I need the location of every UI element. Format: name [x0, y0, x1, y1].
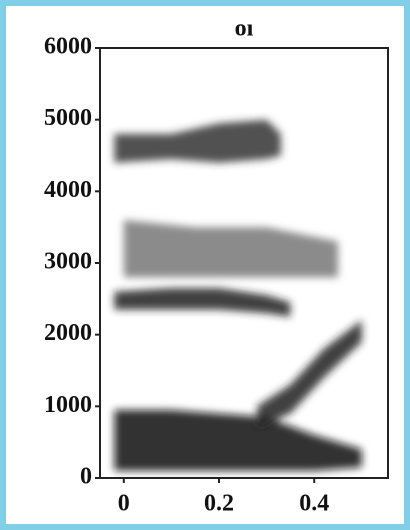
- energy-bands: [114, 119, 362, 471]
- x-tick-label: 0.2: [204, 491, 234, 517]
- x-tick-label: 0.4: [299, 491, 329, 517]
- y-tick-label: 0: [80, 464, 92, 490]
- energy-band: [114, 288, 291, 317]
- y-tick-label: 2000: [44, 320, 92, 346]
- energy-band: [257, 320, 362, 428]
- energy-band: [114, 119, 281, 163]
- x-tick-label: 0: [118, 491, 130, 517]
- y-tick-label: 4000: [44, 177, 92, 203]
- y-tick-label: 6000: [44, 34, 92, 60]
- y-tick-label: 3000: [44, 249, 92, 275]
- chart-title: oı: [235, 16, 254, 42]
- y-tick-label: 5000: [44, 105, 92, 131]
- y-tick-label: 1000: [44, 392, 92, 418]
- energy-band: [114, 409, 362, 471]
- energy-band: [123, 220, 338, 278]
